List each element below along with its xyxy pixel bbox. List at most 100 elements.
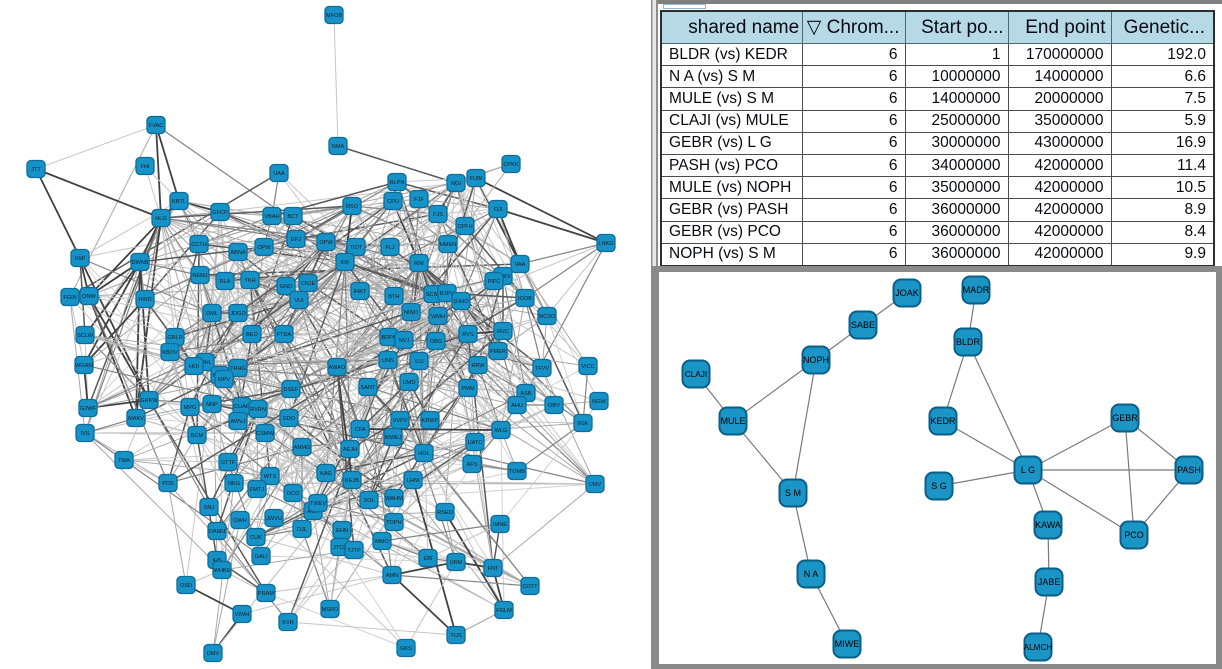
svg-text:ANMG: ANMG (294, 445, 311, 451)
svg-text:VIWH: VIWH (235, 612, 250, 618)
svg-text:JABE: JABE (1038, 577, 1061, 587)
svg-text:UNS: UNS (382, 358, 394, 364)
svg-text:FNT: FNT (488, 566, 499, 572)
svg-text:JDGO: JDGO (230, 311, 246, 317)
svg-text:IVS: IVS (80, 431, 89, 437)
svg-text:MCSO: MCSO (539, 314, 556, 320)
svg-text:AWAO: AWAO (329, 365, 346, 371)
svg-text:KAG: KAG (320, 471, 332, 477)
svg-text:IIGK: IIGK (577, 421, 588, 427)
svg-text:PDS: PDS (162, 481, 174, 487)
svg-text:GJWF: GJWF (80, 406, 96, 412)
svg-text:VBAH: VBAH (264, 214, 279, 220)
svg-text:CWH: CWH (233, 518, 246, 524)
svg-text:JWVU: JWVU (266, 516, 282, 522)
svg-text:IHKT: IHKT (354, 289, 367, 295)
svg-text:VICC: VICC (581, 364, 594, 370)
svg-text:SNJ: SNJ (204, 505, 215, 511)
svg-text:S M: S M (785, 488, 801, 498)
svg-text:JOAK: JOAK (895, 288, 919, 298)
svg-text:TUS: TUS (450, 633, 461, 639)
svg-text:HMEN: HMEN (440, 242, 456, 248)
svg-text:EDO: EDO (283, 416, 296, 422)
svg-text:VVFV: VVFV (393, 418, 408, 424)
svg-text:WGAM: WGAM (75, 363, 93, 369)
svg-text:DWNB: DWNB (131, 260, 148, 266)
svg-text:N A: N A (804, 569, 819, 579)
svg-text:VUI: VUI (294, 298, 304, 304)
svg-text:URM: URM (450, 560, 463, 566)
svg-text:WTS: WTS (264, 474, 277, 480)
svg-text:CFA: CFA (355, 427, 366, 433)
svg-text:ONW: ONW (82, 294, 96, 300)
svg-text:TOPH: TOPH (386, 520, 401, 526)
svg-text:EHN: EHN (336, 528, 348, 534)
svg-text:DJHO: DJHO (453, 299, 469, 305)
svg-text:OPW: OPW (257, 245, 271, 251)
svg-text:KEDR: KEDR (930, 416, 956, 426)
svg-text:JTT: JTT (31, 167, 41, 173)
svg-text:RVS: RVS (462, 332, 474, 338)
svg-text:PIFC: PIFC (488, 279, 501, 285)
svg-text:S G: S G (931, 481, 947, 491)
svg-text:RVRN: RVRN (250, 407, 266, 413)
svg-text:MAKV: MAKV (128, 416, 144, 422)
svg-text:GRKW: GRKW (140, 398, 158, 404)
svg-text:SOL: SOL (363, 498, 374, 504)
svg-text:MPG: MPG (184, 405, 197, 411)
svg-text:KVR: KVR (282, 620, 294, 626)
svg-text:TOMB: TOMB (509, 469, 525, 475)
svg-text:MADR: MADR (963, 285, 990, 295)
svg-text:FJF: FJF (414, 197, 424, 203)
svg-text:GKS: GKS (400, 646, 412, 652)
svg-text:ABNA: ABNA (230, 250, 246, 256)
svg-text:IOF: IOF (340, 260, 350, 266)
svg-text:NEMJ: NEMJ (192, 273, 207, 279)
svg-text:VAA: VAA (515, 262, 526, 268)
svg-text:CNJE: CNJE (301, 281, 316, 287)
svg-text:FTDA: FTDA (277, 332, 292, 338)
svg-text:UMD: UMD (403, 380, 416, 386)
svg-text:AWVJ: AWVJ (230, 419, 246, 425)
svg-text:TKH: TKH (244, 278, 255, 284)
svg-text:OSD: OSD (180, 583, 192, 589)
svg-text:AMN: AMN (386, 573, 398, 579)
svg-text:BCM: BCM (191, 433, 204, 439)
svg-text:RRW: RRW (471, 363, 485, 369)
svg-text:TWEV: TWEV (310, 501, 326, 507)
svg-text:TRHG: TRHG (230, 366, 246, 372)
svg-text:OBV: OBV (548, 403, 560, 409)
svg-text:TIOT: TIOT (350, 245, 363, 251)
svg-text:BTH: BTH (388, 294, 399, 300)
svg-text:RVC: RVC (497, 329, 509, 335)
svg-text:FHI: FHI (140, 164, 149, 170)
svg-text:CUK: CUK (250, 535, 262, 541)
svg-text:WHBE: WHBE (214, 568, 231, 574)
svg-text:RNI: RNI (414, 261, 424, 267)
svg-text:HWD: HWD (138, 297, 151, 303)
svg-text:RSO: RSO (346, 204, 359, 210)
svg-text:SANT: SANT (361, 385, 377, 391)
svg-text:UATC: UATC (468, 440, 483, 446)
svg-text:VJJ: VJJ (414, 359, 424, 365)
svg-text:MSRO: MSRO (322, 607, 339, 613)
svg-text:FLJ: FLJ (385, 245, 395, 251)
svg-text:AGT: AGT (307, 509, 319, 515)
svg-text:PRAM: PRAM (258, 591, 275, 597)
svg-text:TFVV: TFVV (535, 366, 550, 372)
svg-text:OCO: OCO (287, 491, 300, 497)
svg-text:SABE: SABE (851, 320, 875, 330)
svg-text:WMH: WMH (431, 314, 445, 320)
svg-text:KBTL: KBTL (172, 199, 186, 205)
svg-text:MIWE: MIWE (835, 639, 860, 649)
svg-text:GTTF: GTTF (221, 460, 236, 466)
svg-text:PASH: PASH (1177, 465, 1201, 475)
svg-text:COTT: COTT (522, 584, 538, 590)
svg-text:TWA: TWA (118, 458, 130, 464)
svg-text:LNKG: LNKG (598, 241, 613, 247)
svg-text:CUAR: CUAR (234, 404, 250, 410)
svg-text:NKG: NKG (228, 481, 240, 487)
svg-text:FGLM: FGLM (496, 608, 512, 614)
svg-text:NOPH: NOPH (803, 355, 829, 365)
svg-text:NMA: NMA (332, 144, 345, 150)
